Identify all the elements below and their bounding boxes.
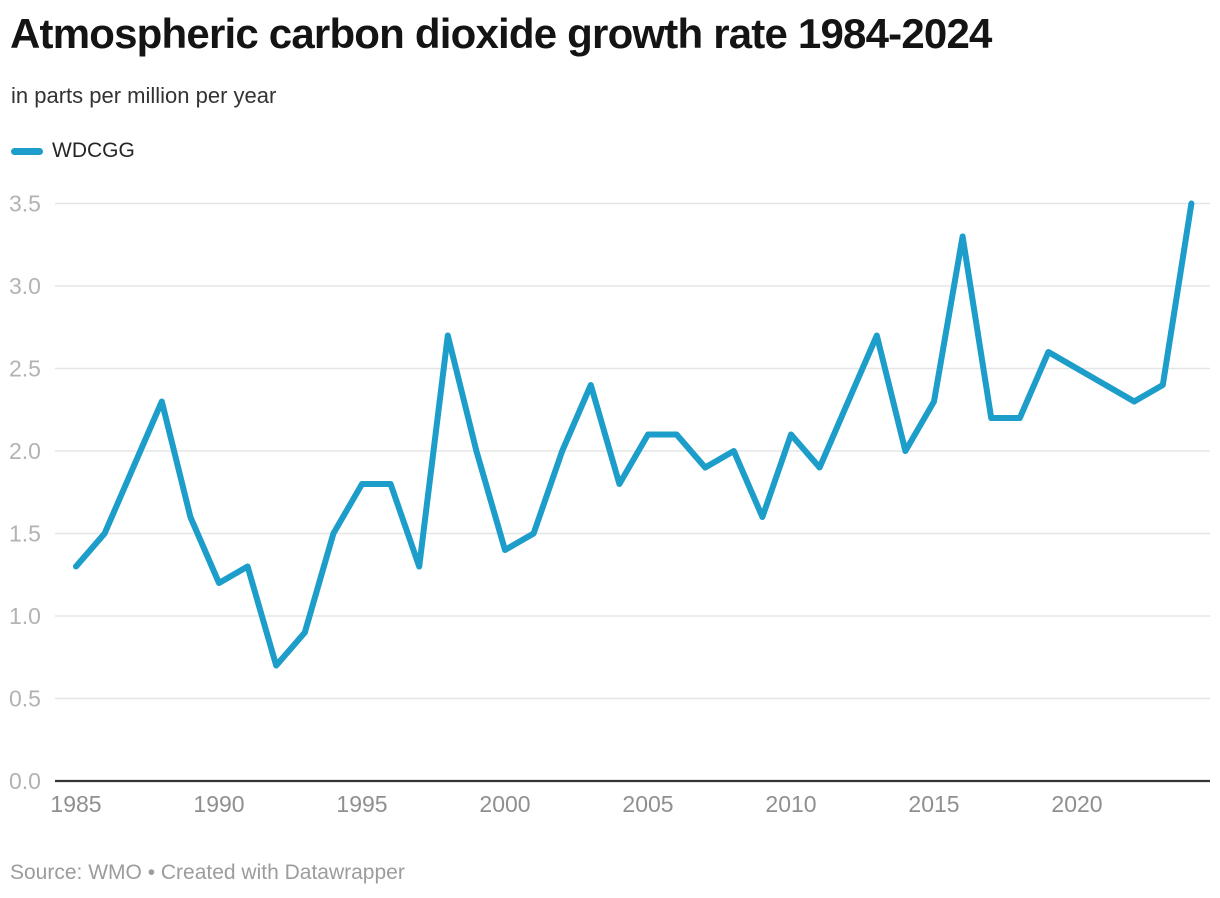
y-tick-label: 1.5 bbox=[9, 521, 41, 547]
x-tick-label: 1985 bbox=[50, 791, 101, 817]
source-text: Source: WMO • Created with Datawrapper bbox=[10, 861, 405, 884]
legend-label: WDCGG bbox=[52, 139, 135, 162]
x-tick-label: 2020 bbox=[1051, 791, 1102, 817]
y-tick-label: 1.0 bbox=[9, 603, 41, 629]
line-chart-svg: 0.0 0.5 1.0 1.5 2.0 2.5 3.0 3.5 1985 1990 1995 2000… bbox=[9, 191, 1210, 817]
y-tick-label: 2.0 bbox=[9, 438, 41, 464]
y-tick-label: 3.5 bbox=[9, 191, 41, 217]
x-tick-label: 2010 bbox=[765, 791, 816, 817]
x-tick-label: 1990 bbox=[193, 791, 244, 817]
x-tick-label: 2005 bbox=[622, 791, 673, 817]
legend-line-swatch-icon bbox=[11, 147, 43, 155]
chart-subtitle: in parts per million per year bbox=[11, 83, 277, 108]
y-tick-label: 0.0 bbox=[9, 768, 41, 794]
y-tick-label: 3.0 bbox=[9, 273, 41, 299]
legend: WDCGG bbox=[11, 139, 135, 163]
x-tick-label: 2000 bbox=[479, 791, 530, 817]
page-title: Atmospheric carbon dioxide growth rate 1… bbox=[10, 10, 992, 57]
x-tick-label: 2015 bbox=[908, 791, 959, 817]
data-line-wdcgg bbox=[73, 200, 1195, 669]
y-tick-label: 2.5 bbox=[9, 356, 41, 382]
y-tick-label: 0.5 bbox=[9, 686, 41, 712]
x-tick-label: 1995 bbox=[336, 791, 387, 817]
